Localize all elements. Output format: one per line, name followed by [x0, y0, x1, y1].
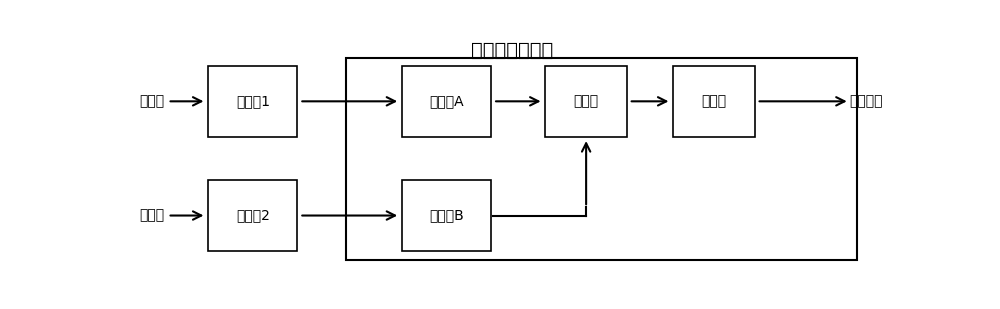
Text: 反应产物: 反应产物 [849, 94, 883, 108]
Bar [673, 66, 755, 137]
Bar [208, 66, 297, 137]
Text: 原料２: 原料２ [139, 209, 164, 222]
Bar [402, 66, 491, 137]
Text: 计量泵1: 计量泵1 [236, 94, 270, 108]
Text: 预热区B: 预热区B [429, 209, 464, 222]
Text: 预热区A: 预热区A [429, 94, 464, 108]
Text: 反应区: 反应区 [574, 94, 599, 108]
Text: 原料１: 原料１ [139, 94, 164, 108]
Text: 淤灭区: 淤灭区 [701, 94, 727, 108]
Bar [208, 180, 297, 251]
Text: 计量泵2: 计量泵2 [236, 209, 270, 222]
Bar [346, 58, 857, 260]
Bar [402, 180, 491, 251]
Bar [545, 66, 627, 137]
Text: 微通道反应系统: 微通道反应系统 [471, 41, 554, 60]
